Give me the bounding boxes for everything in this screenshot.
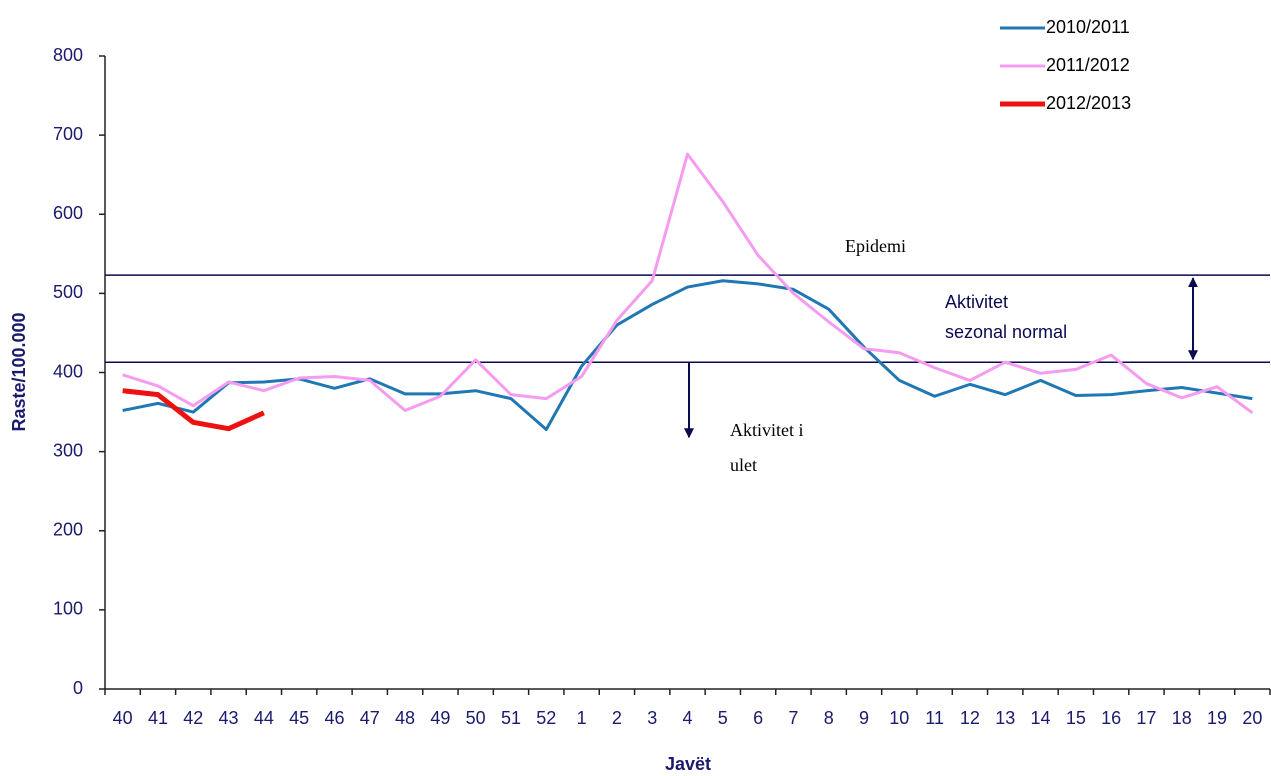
- x-tick-label: 20: [1242, 708, 1262, 728]
- x-tick-label: 9: [859, 708, 869, 728]
- x-tick-label: 10: [889, 708, 909, 728]
- x-tick-label: 44: [254, 708, 274, 728]
- x-tick-label: 19: [1207, 708, 1227, 728]
- series-line: [122, 388, 265, 432]
- y-tick-label: 800: [53, 45, 83, 65]
- x-tick-label: 14: [1031, 708, 1051, 728]
- series-line: [122, 279, 1253, 431]
- x-tick-label: 6: [753, 708, 763, 728]
- x-tick-label: 18: [1172, 708, 1192, 728]
- x-tick-label: 43: [219, 708, 239, 728]
- annotation: sezonal normal: [945, 322, 1067, 342]
- x-tick-label: 42: [183, 708, 203, 728]
- x-tick-label: 12: [960, 708, 980, 728]
- x-tick-label: 13: [995, 708, 1015, 728]
- x-tick-label: 52: [536, 708, 556, 728]
- x-tick-label: 51: [501, 708, 521, 728]
- x-tick-label: 49: [430, 708, 450, 728]
- x-tick-label: 3: [647, 708, 657, 728]
- x-tick-label: 2: [612, 708, 622, 728]
- x-tick-label: 17: [1136, 708, 1156, 728]
- x-tick-label: 7: [788, 708, 798, 728]
- y-tick-label: 600: [53, 203, 83, 223]
- y-tick-label: 700: [53, 124, 83, 144]
- y-axis-title: Raste/100.000: [9, 312, 29, 431]
- annotation: Aktivitet i: [730, 420, 804, 440]
- x-tick-label: 15: [1066, 708, 1086, 728]
- x-tick-label: 8: [824, 708, 834, 728]
- x-tick-label: 47: [360, 708, 380, 728]
- x-tick-label: 48: [395, 708, 415, 728]
- x-tick-label: 5: [718, 708, 728, 728]
- y-tick-label: 300: [53, 440, 83, 460]
- x-axis-title: Javët: [665, 754, 711, 774]
- x-tick-label: 4: [682, 708, 692, 728]
- series-line: [122, 152, 1254, 415]
- y-tick-label: 400: [53, 361, 83, 381]
- annotation: Aktivitet: [945, 292, 1008, 312]
- x-tick-label: 50: [466, 708, 486, 728]
- x-tick-label: 11: [925, 708, 944, 728]
- x-tick-label: 1: [577, 708, 587, 728]
- y-tick-label: 500: [53, 282, 83, 302]
- legend-label: 2012/2013: [1046, 93, 1131, 113]
- x-tick-label: 16: [1101, 708, 1121, 728]
- y-tick-label: 200: [53, 520, 83, 540]
- legend-label: 2011/2012: [1046, 55, 1130, 75]
- x-tick-label: 46: [324, 708, 344, 728]
- annotation: ulet: [730, 455, 757, 475]
- x-tick-label: 45: [289, 708, 309, 728]
- legend-label: 2010/2011: [1046, 17, 1130, 37]
- x-tick-label: 40: [113, 708, 133, 728]
- y-tick-label: 100: [53, 599, 83, 619]
- annotation: Epidemi: [845, 236, 906, 256]
- y-tick-label: 0: [73, 678, 83, 698]
- x-tick-label: 41: [148, 708, 168, 728]
